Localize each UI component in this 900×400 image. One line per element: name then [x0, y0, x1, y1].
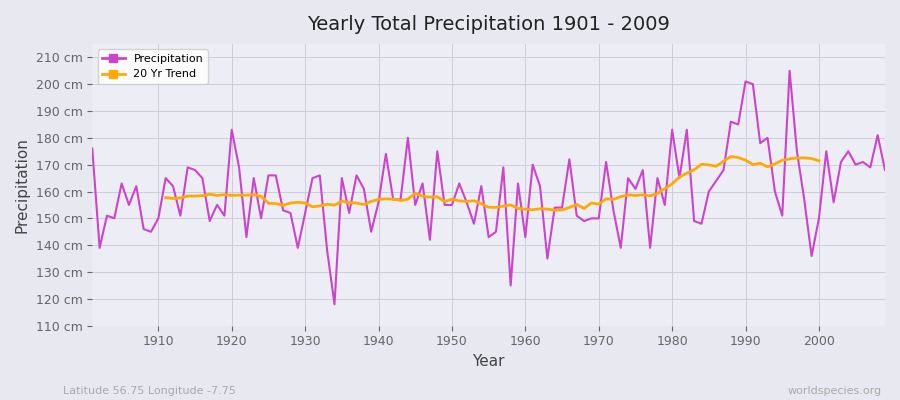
X-axis label: Year: Year: [472, 354, 505, 369]
Title: Yearly Total Precipitation 1901 - 2009: Yearly Total Precipitation 1901 - 2009: [307, 15, 670, 34]
Y-axis label: Precipitation: Precipitation: [15, 137, 30, 233]
Text: worldspecies.org: worldspecies.org: [788, 386, 882, 396]
Text: Latitude 56.75 Longitude -7.75: Latitude 56.75 Longitude -7.75: [63, 386, 236, 396]
Legend: Precipitation, 20 Yr Trend: Precipitation, 20 Yr Trend: [98, 50, 208, 84]
